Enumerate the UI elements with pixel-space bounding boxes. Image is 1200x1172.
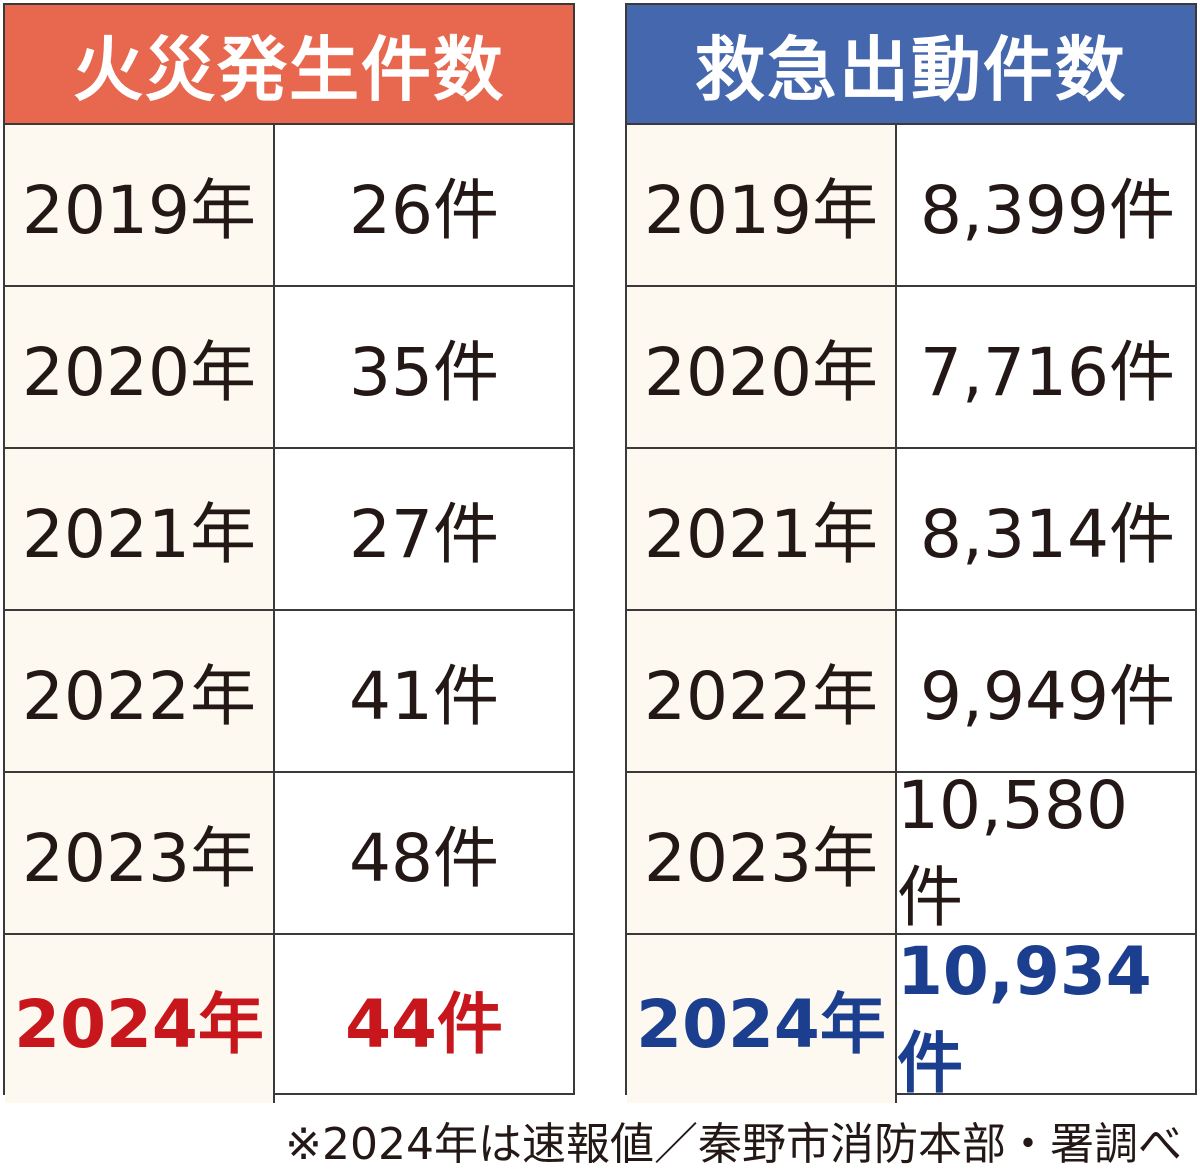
table-row: 2023年 48件 bbox=[5, 773, 573, 935]
year-cell: 2019年 bbox=[627, 125, 897, 285]
count-cell: 9,949件 bbox=[920, 658, 1175, 735]
table-title: 救急出動件数 bbox=[627, 5, 1195, 125]
table-row: 2021年 8,314件 bbox=[627, 449, 1195, 611]
year-cell: 2021年 bbox=[627, 449, 897, 609]
table-row: 2019年 26件 bbox=[5, 125, 573, 287]
count-cell: 10,580件 bbox=[897, 766, 1128, 936]
year-cell: 2022年 bbox=[5, 611, 275, 771]
table: 救急出動件数 2019年 8,399件 2020年 7,716件 2021年 8,314件 2… bbox=[625, 3, 1197, 1103]
count-cell: 48件 bbox=[349, 820, 499, 897]
table-row: 2020年 35件 bbox=[5, 287, 573, 449]
count-cell: 8,399件 bbox=[920, 172, 1175, 249]
count-cell: 44件 bbox=[345, 986, 503, 1063]
count-cell: 35件 bbox=[349, 334, 499, 411]
table-row: 2020年 7,716件 bbox=[627, 287, 1195, 449]
footnote: ※2024年は速報値／秦野市消防本部・署調べ bbox=[285, 1119, 1182, 1170]
count-cell: 26件 bbox=[349, 172, 499, 249]
year-cell: 2023年 bbox=[627, 773, 897, 933]
year-cell: 2022年 bbox=[627, 611, 897, 771]
table-row: 2021年 27件 bbox=[5, 449, 573, 611]
year-cell: 2024年 bbox=[5, 935, 275, 1103]
table-row: 2024年 10,934件 bbox=[627, 932, 1195, 1103]
table-row: 2023年 10,580件 bbox=[627, 766, 1195, 936]
table-row: 2022年 9,949件 bbox=[627, 611, 1195, 773]
year-cell: 2023年 bbox=[5, 773, 275, 933]
year-cell: 2020年 bbox=[627, 287, 897, 447]
table-row: 2024年 44件 bbox=[5, 935, 573, 1103]
year-cell: 2021年 bbox=[5, 449, 275, 609]
year-cell: 2024年 bbox=[627, 935, 897, 1103]
table-row: 2019年 8,399件 bbox=[627, 125, 1195, 287]
count-cell: 10,934件 bbox=[897, 932, 1152, 1102]
table: 火災発生件数 2019年 26件 2020年 35件 2021年 27件 2022年 41件 20… bbox=[3, 3, 575, 1103]
count-cell: 27件 bbox=[349, 496, 499, 573]
count-cell: 41件 bbox=[349, 658, 499, 735]
year-cell: 2020年 bbox=[5, 287, 275, 447]
count-cell: 8,314件 bbox=[920, 496, 1175, 573]
year-cell: 2019年 bbox=[5, 125, 275, 285]
table-row: 2022年 41件 bbox=[5, 611, 573, 773]
count-cell: 7,716件 bbox=[920, 334, 1175, 411]
table-title: 火災発生件数 bbox=[5, 5, 573, 125]
